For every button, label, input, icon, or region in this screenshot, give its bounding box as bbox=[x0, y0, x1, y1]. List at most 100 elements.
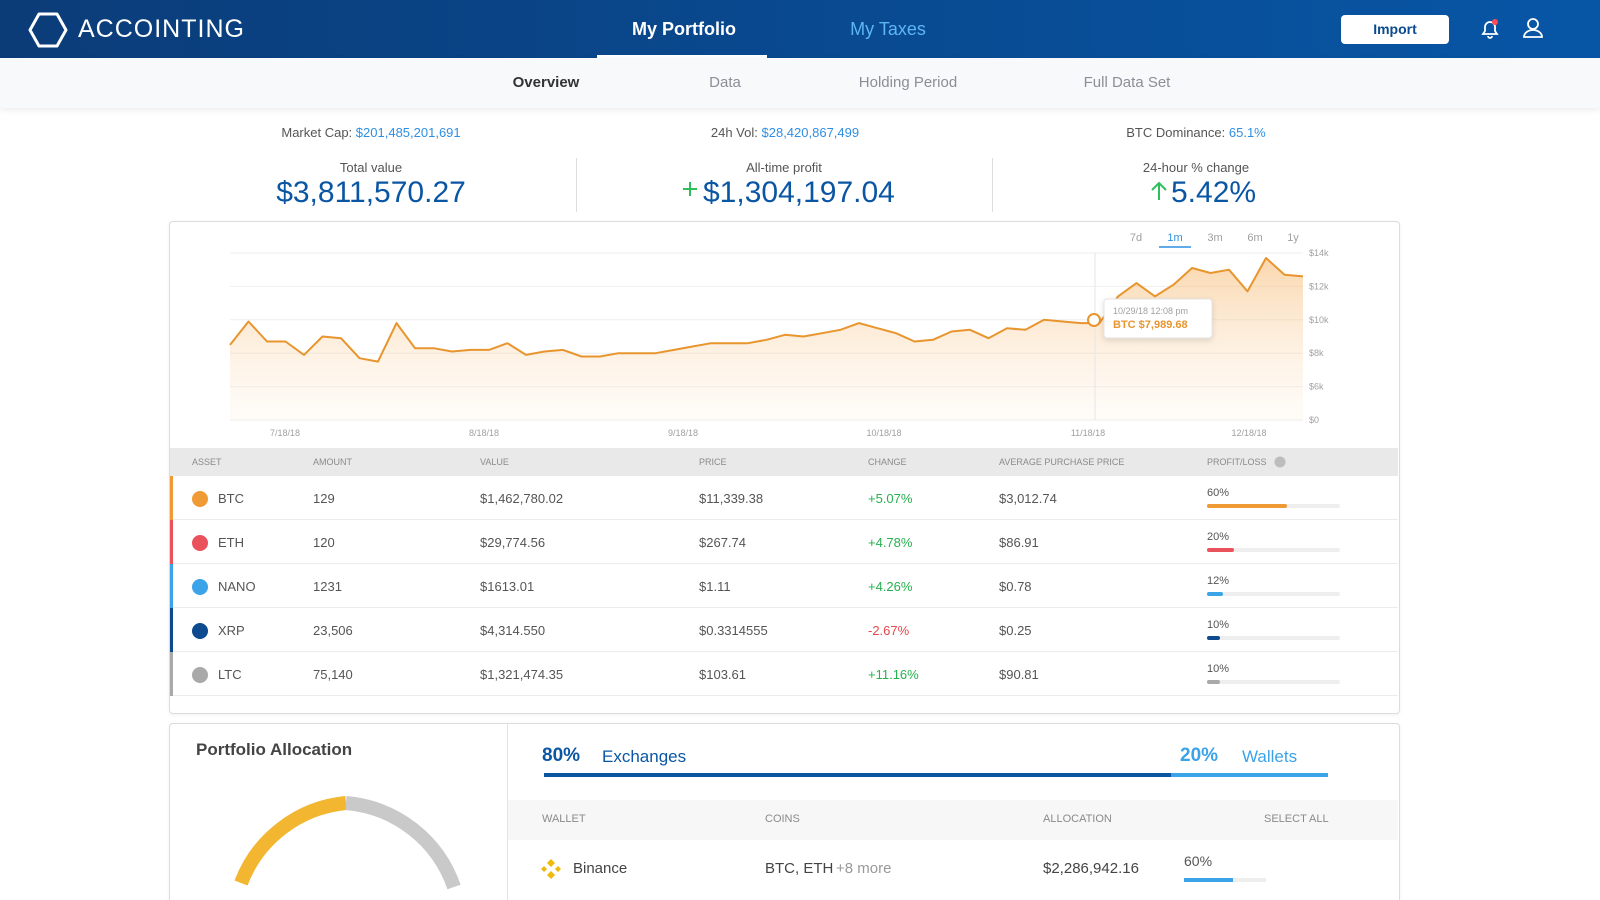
notification-dot bbox=[1492, 19, 1498, 25]
profit-label: 10% bbox=[1207, 663, 1230, 675]
allocation-title: Portfolio Allocation bbox=[196, 740, 353, 759]
user-head bbox=[1527, 18, 1539, 30]
cell: +4.78% bbox=[868, 535, 913, 550]
market-stat: Market Cap: $201,485,201,691 bbox=[281, 125, 460, 140]
period-tab[interactable]: 1y bbox=[1287, 232, 1299, 244]
cell: -2.67% bbox=[868, 623, 910, 638]
sub-nav-item[interactable]: Data bbox=[709, 74, 741, 91]
wallet-more[interactable]: +8 more bbox=[836, 860, 892, 877]
price-line bbox=[229, 257, 1304, 363]
x-tick-label: 12/18/18 bbox=[1231, 428, 1266, 438]
column-header: ALLOCATION bbox=[1043, 813, 1112, 825]
cell: $103.61 bbox=[699, 667, 746, 682]
profit-label: 60% bbox=[1207, 487, 1230, 499]
stat-value: $201,485,201,691 bbox=[355, 125, 461, 140]
profit-track bbox=[1207, 592, 1340, 596]
cell: NANO bbox=[218, 579, 256, 594]
row-accent bbox=[170, 608, 173, 652]
row bbox=[170, 608, 1398, 652]
sub-nav-item[interactable]: Overview bbox=[512, 74, 580, 91]
column-header[interactable]: SELECT ALL bbox=[1264, 813, 1329, 825]
stat-value: 65.1% bbox=[1228, 125, 1266, 140]
cell: 75,140 bbox=[313, 667, 353, 682]
stat-label: Market Cap: bbox=[281, 125, 353, 140]
asset-icon bbox=[192, 667, 208, 683]
wallet-allocation: $2,286,942.16 bbox=[1043, 860, 1139, 877]
row bbox=[170, 520, 1398, 564]
exchanges-tab[interactable]: Exchanges bbox=[602, 747, 687, 766]
y-tick-label: $14k bbox=[1309, 248, 1329, 258]
cell: $267.74 bbox=[699, 535, 746, 550]
plus-icon bbox=[683, 182, 697, 196]
nav-item[interactable]: My Taxes bbox=[850, 19, 926, 39]
exchanges-share: 80% bbox=[542, 745, 581, 766]
profit-track bbox=[1207, 548, 1340, 552]
exchanges-segment bbox=[544, 773, 1172, 777]
cell: $0.3314555 bbox=[699, 623, 768, 638]
cell: LTC bbox=[218, 667, 242, 682]
nav-underline bbox=[597, 55, 767, 58]
cell: $0.78 bbox=[999, 579, 1032, 594]
x-tick-label: 9/18/18 bbox=[668, 428, 698, 438]
arrow-shape bbox=[1151, 181, 1167, 200]
summary-label: 24-hour % change bbox=[1142, 160, 1250, 175]
wallets-tab[interactable]: Wallets bbox=[1242, 747, 1298, 766]
user-icon[interactable] bbox=[1521, 16, 1545, 40]
cell: BTC bbox=[218, 491, 244, 506]
cell: +4.26% bbox=[868, 579, 913, 594]
period-tab[interactable]: 7d bbox=[1130, 232, 1142, 244]
cell: $0.25 bbox=[999, 623, 1032, 638]
row-accent bbox=[170, 476, 173, 520]
import-button[interactable]: Import bbox=[1341, 15, 1449, 44]
logo-shape bbox=[28, 12, 68, 48]
column-header: PROFIT/LOSS bbox=[1207, 457, 1267, 467]
share-bar bbox=[1184, 878, 1234, 882]
period-tab[interactable]: 1m bbox=[1167, 232, 1182, 244]
exchange-icon bbox=[541, 859, 561, 879]
row-accent bbox=[170, 652, 173, 696]
x-tick-label: 8/18/18 bbox=[469, 428, 499, 438]
sub-nav-item[interactable]: Full Data Set bbox=[1083, 74, 1171, 91]
asset-icon bbox=[192, 491, 208, 507]
profit-bar bbox=[1207, 636, 1221, 640]
sub-nav-item[interactable]: Holding Period bbox=[858, 74, 958, 91]
cell: $11,339.38 bbox=[699, 491, 764, 506]
cell: $3,012.74 bbox=[999, 491, 1057, 506]
tooltip-date: 10/29/18 12:08 pm bbox=[1113, 306, 1188, 316]
wallets-segment bbox=[1171, 773, 1328, 777]
bell-icon[interactable] bbox=[1478, 17, 1502, 41]
column-header: AVERAGE PURCHASE PRICE bbox=[999, 457, 1125, 467]
profit-label: 20% bbox=[1207, 531, 1230, 543]
asset-icon bbox=[192, 579, 208, 595]
summary-label: All-time profit bbox=[746, 160, 822, 175]
donut bbox=[234, 796, 461, 890]
y-tick-label: $12k bbox=[1309, 281, 1329, 291]
column-header: WALLET bbox=[542, 813, 586, 825]
period-tab[interactable]: 3m bbox=[1207, 232, 1222, 244]
cell: +11.16% bbox=[868, 667, 919, 682]
cell: 23,506 bbox=[313, 623, 353, 638]
help-icon[interactable] bbox=[1274, 456, 1286, 468]
help-circle bbox=[1274, 456, 1286, 468]
cell: $29,774.56 bbox=[480, 535, 546, 550]
row-accent bbox=[170, 520, 173, 564]
stat-label: 24h Vol: bbox=[710, 125, 758, 140]
nav-item[interactable]: My Portfolio bbox=[632, 19, 736, 39]
row-accent bbox=[170, 564, 173, 608]
period-tab[interactable]: 6m bbox=[1247, 232, 1262, 244]
cell: 120 bbox=[313, 535, 335, 550]
cell: $1.11 bbox=[699, 579, 731, 594]
bell-shape bbox=[1481, 21, 1499, 39]
row bbox=[170, 476, 1398, 520]
y-tick-label: $10k bbox=[1309, 315, 1329, 325]
x-tick-label: 7/18/18 bbox=[270, 428, 300, 438]
hover-point bbox=[1087, 313, 1101, 327]
market-stat: BTC Dominance: 65.1% bbox=[1126, 125, 1265, 140]
asset-icon bbox=[192, 535, 208, 551]
user-body bbox=[1523, 29, 1543, 38]
summary-value: $3,811,570.27 bbox=[276, 176, 466, 209]
y-tick-label: $6k bbox=[1309, 382, 1324, 392]
donut-segment bbox=[234, 796, 347, 886]
profit-bar bbox=[1207, 680, 1221, 684]
share-label: 60% bbox=[1184, 853, 1213, 869]
